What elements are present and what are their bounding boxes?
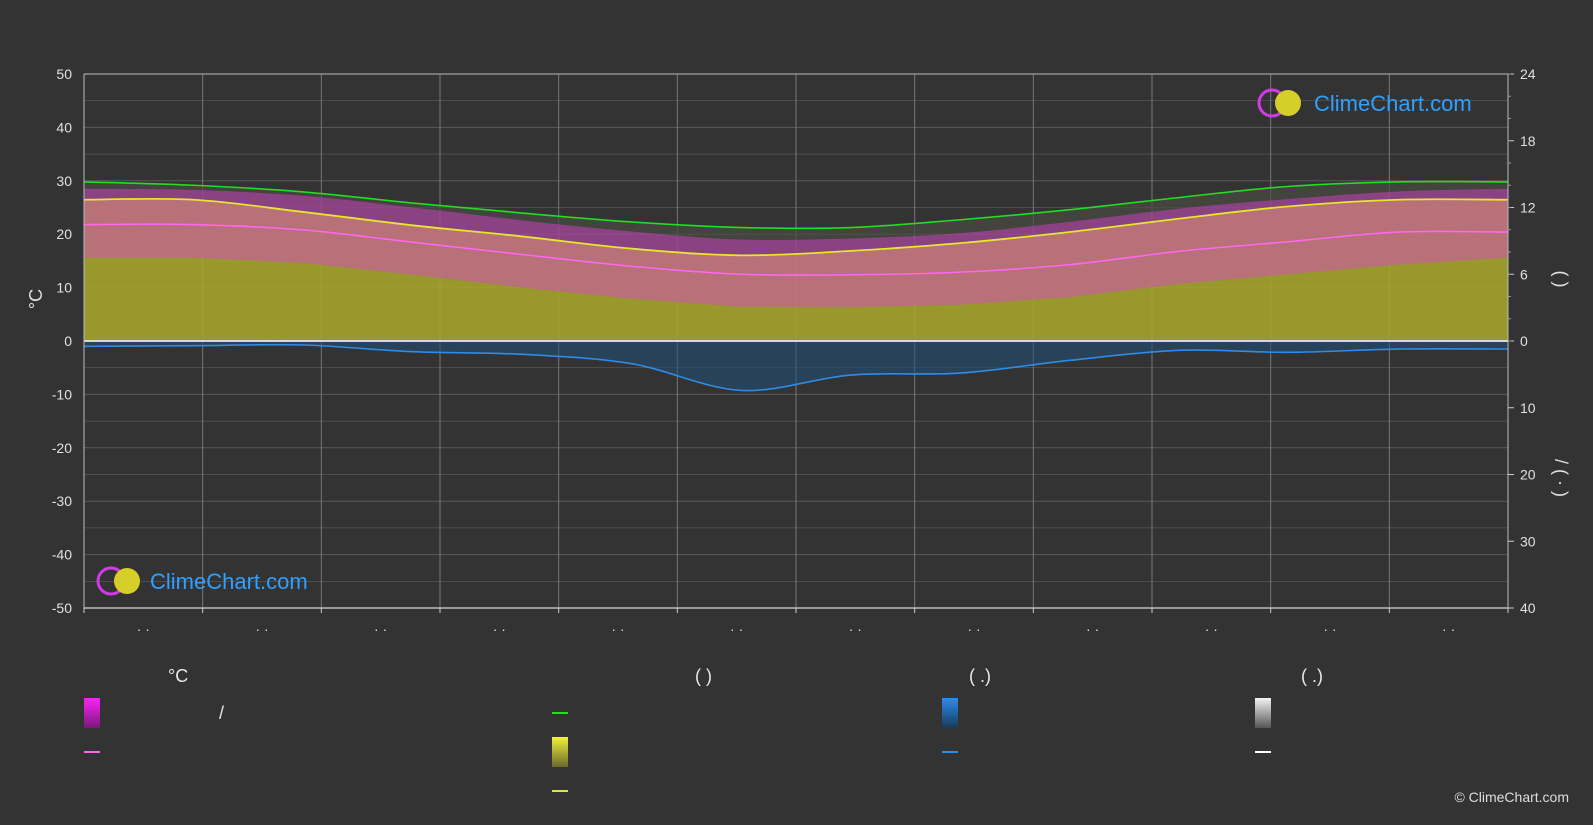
right-bottom-tick-label: 30	[1520, 533, 1536, 549]
left-tick-label: -30	[52, 493, 72, 509]
daylight-line	[83, 180, 1509, 230]
x-tick-label: · ·	[255, 621, 268, 637]
daylight-area	[84, 181, 1508, 256]
legend-heading: °C	[168, 666, 188, 686]
left-tick-label: 30	[56, 173, 72, 189]
data-lines	[83, 180, 1509, 392]
logo-sun-icon	[114, 568, 140, 594]
x-tick-label: · ·	[611, 621, 624, 637]
x-tick-label: · ·	[1205, 621, 1218, 637]
left-tick-label: 50	[56, 66, 72, 82]
right-bottom-tick-label: 20	[1520, 467, 1536, 483]
sunshine-area	[84, 198, 1508, 341]
x-tick-label: · ·	[967, 621, 980, 637]
left-axis-title: °C	[26, 289, 46, 309]
x-tick-label: · ·	[1086, 621, 1099, 637]
x-tick-label: · ·	[137, 621, 150, 637]
right-top-tick-label: 0	[1520, 333, 1528, 349]
right-axis-top-title: ( )	[1551, 271, 1571, 288]
legend-heading: ( .)	[1301, 666, 1323, 686]
right-bottom-tick-label: 10	[1520, 400, 1536, 416]
x-tick-label: · ·	[493, 621, 506, 637]
legend-heading: ( )	[695, 666, 712, 686]
watermark-bottom-text: ClimeChart.com	[150, 569, 308, 594]
watermark-bottom: ClimeChart.com	[96, 566, 308, 596]
left-tick-label: 0	[64, 333, 72, 349]
right-top-tick-label: 12	[1520, 200, 1536, 216]
left-tick-label: 20	[56, 226, 72, 242]
legend-swatch-band-blue	[942, 698, 958, 728]
precipitation-line	[83, 343, 1509, 392]
watermark-top: ClimeChart.com	[1257, 88, 1472, 118]
x-tick-label: · ·	[730, 621, 743, 637]
x-tick-label: · ·	[849, 621, 862, 637]
left-tick-label: -50	[52, 600, 72, 616]
x-tick-label: · ·	[1442, 621, 1455, 637]
temperature-range-area	[84, 188, 1508, 308]
left-tick-label: -20	[52, 440, 72, 456]
legend-heading: ( .)	[969, 666, 991, 686]
legend-item-label: /	[219, 703, 224, 723]
x-tick-label: · ·	[1323, 621, 1336, 637]
left-tick-label: -40	[52, 547, 72, 563]
right-top-tick-label: 6	[1520, 266, 1528, 282]
left-tick-label: 40	[56, 119, 72, 135]
right-top-tick-label: 24	[1520, 66, 1536, 82]
legend-swatch-band-magenta	[84, 698, 100, 728]
copyright: © ClimeChart.com	[1454, 789, 1569, 805]
legend: °C / ( ) ( .) ( .)	[84, 666, 1323, 792]
left-tick-label: -10	[52, 386, 72, 402]
logo-sun-icon	[1275, 90, 1301, 116]
right-bottom-tick-label: 40	[1520, 600, 1536, 616]
watermark-top-text: ClimeChart.com	[1314, 91, 1472, 116]
data-bands	[84, 181, 1508, 391]
right-top-tick-label: 18	[1520, 133, 1536, 149]
legend-swatch-band-white	[1255, 698, 1271, 728]
sunshine-line	[83, 197, 1509, 257]
left-tick-label: 10	[56, 280, 72, 296]
x-tick-label: · ·	[374, 621, 387, 637]
axes: 50 40 30 20 10 0 -10 -20 -30 -40 -50 24 18 12 6 0 10 20 30…	[52, 66, 1536, 637]
legend-swatch-band-yellow	[552, 737, 568, 767]
precipitation-area	[84, 341, 1508, 391]
right-axis-bottom-title: / ( · )	[1551, 459, 1571, 497]
avg-temperature-line	[83, 223, 1509, 276]
